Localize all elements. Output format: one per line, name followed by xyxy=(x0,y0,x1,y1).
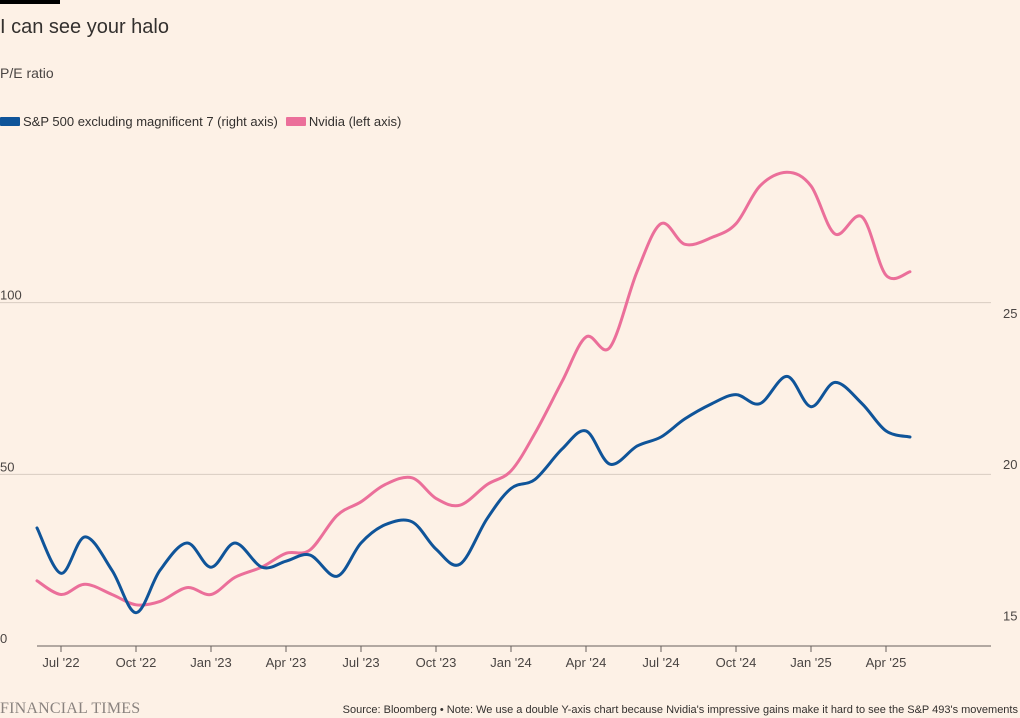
chart-title: I can see your halo xyxy=(0,16,169,38)
series-line-sp500-ex-mag7 xyxy=(35,374,912,615)
x-axis-tick-label: Jul '22 xyxy=(42,655,79,670)
chart-plot: 0 50 100 15 20 25 Jul '22 Oct '22 Jan '23 Apr '23… xyxy=(0,170,1017,670)
x-axis-tick-label: Apr '23 xyxy=(266,655,307,670)
x-axis-tick-label: Oct '24 xyxy=(716,655,757,670)
x-axis-tick-label: Apr '25 xyxy=(866,655,907,670)
x-axis-tick-label: Jul '23 xyxy=(342,655,379,670)
chart-legend: S&P 500 excluding magnificent 7 (right a… xyxy=(0,114,409,129)
ft-logo: FINANCIAL TIMES xyxy=(0,700,141,717)
legend-swatch-sp500 xyxy=(0,117,20,126)
x-axis-tick-label: Oct '22 xyxy=(116,655,157,670)
chart-subtitle: P/E ratio xyxy=(0,65,54,81)
source-note: Source: Bloomberg • Note: We use a doubl… xyxy=(342,704,1018,716)
x-axis-tick-label: Jul '24 xyxy=(642,655,679,670)
right-axis-tick-label: 20 xyxy=(1003,457,1017,472)
legend-label-nvidia: Nvidia (left axis) xyxy=(308,114,402,129)
left-axis-tick-label: 50 xyxy=(0,459,14,474)
left-axis-tick-label: 0 xyxy=(0,631,7,646)
left-axis-tick-label: 100 xyxy=(0,288,22,303)
brand-top-bar xyxy=(0,0,60,4)
x-axis-tick-label: Jan '25 xyxy=(790,655,832,670)
legend-label-sp500: S&P 500 excluding magnificent 7 (right a… xyxy=(23,114,278,129)
x-axis-tick-label: Jan '23 xyxy=(190,655,232,670)
x-axis-tick-label: Oct '23 xyxy=(416,655,457,670)
x-axis-tick-label: Jan '24 xyxy=(490,655,532,670)
legend-item-sp500: S&P 500 excluding magnificent 7 (right a… xyxy=(0,114,278,129)
x-axis-tick-label: Apr '24 xyxy=(566,655,607,670)
series-line-nvidia xyxy=(35,170,912,607)
right-axis-tick-label: 15 xyxy=(1003,609,1017,624)
legend-swatch-nvidia xyxy=(285,117,306,126)
right-axis-tick-label: 25 xyxy=(1003,306,1017,321)
legend-item-nvidia: Nvidia (left axis) xyxy=(285,114,402,129)
